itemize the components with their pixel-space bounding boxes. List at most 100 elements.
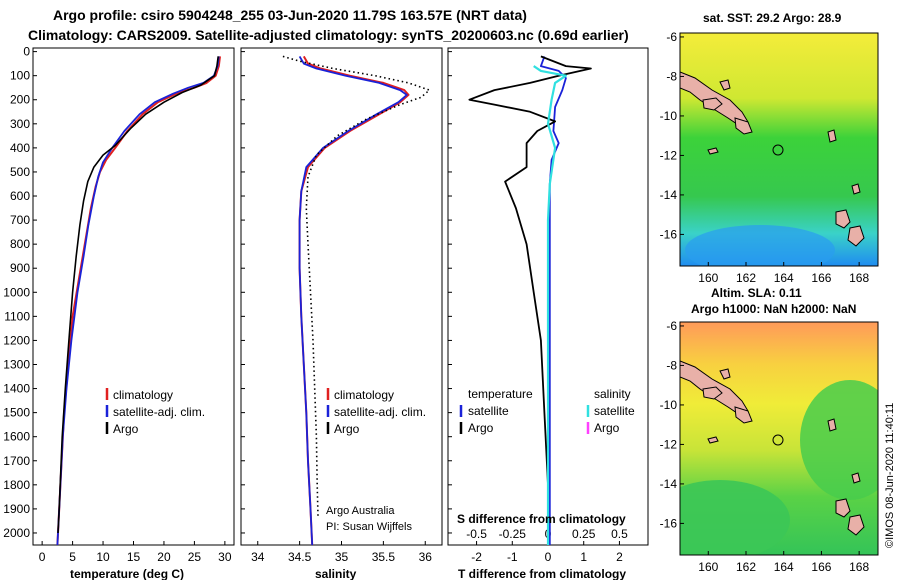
depth-tick-label: 1500 [3, 406, 30, 420]
temperature-legend: climatology satellite-adj. clim. Argo [105, 388, 205, 436]
island-shape [827, 129, 837, 143]
x-tick-label: 1 [580, 550, 587, 564]
x-tick-label: 0 [39, 550, 46, 564]
depth-tick-label: 1800 [3, 478, 30, 492]
x-tick-label: 15 [127, 550, 141, 564]
map-x-tick-label: 160 [698, 271, 718, 285]
sal-legend-argo-label: Argo [334, 422, 360, 436]
map-bottom-axes: 160 162 164 166 168 -6 -8 -10 -12 -14 -16 [660, 319, 870, 574]
x-tick-label: 36 [419, 550, 433, 564]
depth-tick-label: 1700 [3, 454, 30, 468]
island-shape [702, 386, 723, 400]
header-title-line1: Argo profile: csiro 5904248_255 03-Jun-2… [53, 7, 527, 23]
diff-legend-t-argo-label: Argo [468, 421, 494, 435]
temperature-x-axis: 0 5 10 15 20 25 30 [39, 541, 232, 564]
map-y-tick-label: -16 [660, 227, 678, 241]
diff-legend-s-argo-label: Argo [594, 421, 620, 435]
depth-tick-label: 1900 [3, 502, 30, 516]
x-tick-label: -1 [507, 550, 518, 564]
imos-watermark: ©IMOS 08-Jun-2020 11:40:11 [884, 403, 896, 548]
map-y-tick-label: -14 [660, 188, 678, 202]
difference-lines [468, 55, 592, 545]
depth-tick-label: 1400 [3, 382, 30, 396]
map-y-tick-label: -16 [660, 516, 678, 530]
x-tick-label: 20 [157, 550, 171, 564]
island-shape [719, 368, 731, 380]
series-line-argo [282, 55, 431, 517]
credit-line1: Argo Australia [326, 505, 395, 517]
island-shape [835, 498, 851, 518]
island-shape [847, 225, 865, 247]
depth-tick-label: 400 [10, 141, 30, 155]
x-tick-label: 5 [69, 550, 76, 564]
series-line-temperature-argo [468, 55, 592, 505]
series-line-climatology [298, 55, 410, 545]
map-top-axes: 160 162 164 166 168 -6 -8 -10 -12 -14 -16 [660, 30, 870, 285]
salinity-panel-frame [240, 47, 443, 546]
island-shape [835, 209, 851, 229]
s-tick-label: 0.5 [611, 527, 628, 541]
depth-tick-label: 800 [10, 237, 30, 251]
series-line-argo [57, 56, 219, 534]
depth-tick-label: 1600 [3, 430, 30, 444]
islands-bottom [680, 360, 865, 536]
credit-line2: PI: Susan Wijffels [326, 521, 412, 533]
salinity-legend: climatology satellite-adj. clim. Argo [326, 388, 426, 436]
sla-green-patch [800, 380, 878, 500]
series-line-satellite-adj-clim- [56, 56, 220, 545]
diff-legend-sal-title: salinity [594, 387, 631, 401]
map-x-tick-label: 164 [774, 271, 794, 285]
x-tick-label: 25 [188, 550, 202, 564]
island-shape [734, 406, 753, 424]
legend-clim-label: climatology [113, 388, 173, 402]
sst-cool-patch [685, 225, 835, 266]
map-x-tick-label: 166 [811, 560, 831, 574]
s-difference-label: S difference from climatology [457, 512, 626, 526]
x-tick-label: 2 [616, 550, 623, 564]
x-tick-label: 34 [251, 550, 265, 564]
x-tick-label: 0 [545, 550, 552, 564]
depth-tick-label: 100 [10, 69, 30, 83]
series-line-salinity-satellite [533, 65, 567, 545]
depth-tick-label: 300 [10, 117, 30, 131]
sla-map [680, 322, 878, 555]
island-shape [702, 97, 723, 111]
sal-legend-sat-label: satellite-adj. clim. [334, 405, 426, 419]
island-shape [707, 147, 719, 155]
temperature-lines [56, 56, 221, 545]
map-x-tick-label: 168 [849, 271, 869, 285]
salinity-x-axis: 34 34.5 35 35.5 36 [251, 541, 432, 564]
map-x-tick-label: 166 [811, 271, 831, 285]
depth-tick-label: 700 [10, 213, 30, 227]
map-bottom-title2: Argo h1000: NaN h2000: NaN [691, 302, 856, 316]
depth-tick-label: 600 [10, 189, 30, 203]
depth-tick-label: 2000 [3, 526, 30, 540]
depth-axis: 0 100 200 300 400 500 600 700 800 900 1000 1100 1200… [3, 45, 452, 540]
sst-map [680, 33, 878, 266]
series-line-satellite-adj-clim- [298, 55, 408, 545]
x-tick-label: 35 [335, 550, 349, 564]
s-tick-label: -0.25 [499, 527, 527, 541]
depth-tick-label: 1000 [3, 285, 30, 299]
map-y-tick-label: -10 [660, 398, 678, 412]
x-tick-label: 35.5 [372, 550, 396, 564]
x-tick-label: -2 [471, 550, 482, 564]
depth-tick-label: 0 [23, 45, 30, 59]
map-top-title: sat. SST: 29.2 Argo: 28.9 [703, 11, 842, 25]
legend-argo-label: Argo [113, 422, 139, 436]
map-y-tick-label: -8 [666, 69, 677, 83]
legend-sat-label: satellite-adj. clim. [113, 405, 205, 419]
series-line-temperature-satellite [540, 56, 567, 545]
island-shape [847, 514, 865, 536]
x-tick-label: 10 [96, 550, 110, 564]
diff-legend-t-sat-label: satellite [468, 404, 509, 418]
series-line-climatology [56, 56, 221, 545]
salinity-lines [282, 55, 431, 545]
map-bottom-title1: Altim. SLA: 0.11 [711, 286, 802, 300]
sla-low-patch [680, 480, 790, 555]
map-x-tick-label: 162 [736, 271, 756, 285]
island-shape [734, 117, 753, 135]
diff-legend-temp-title: temperature [468, 387, 533, 401]
map-x-tick-label: 164 [774, 560, 794, 574]
